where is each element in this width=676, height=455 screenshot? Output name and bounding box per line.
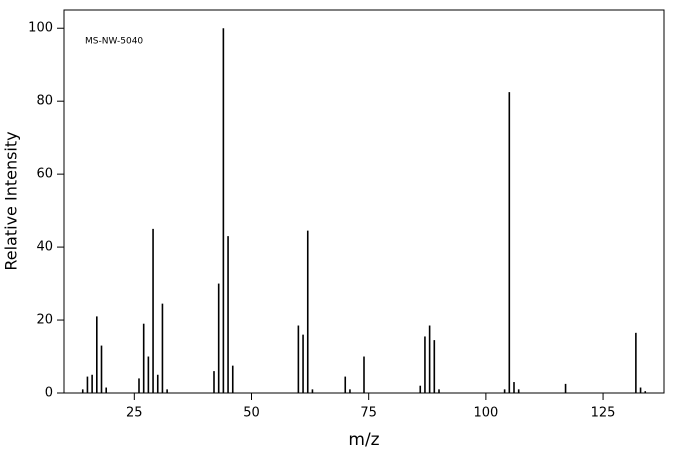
y-tick-label: 0 bbox=[45, 386, 53, 401]
x-tick-label: 75 bbox=[360, 406, 377, 421]
y-tick-label: 80 bbox=[36, 94, 53, 109]
plot-frame bbox=[63, 9, 665, 394]
x-tick-label: 100 bbox=[473, 406, 498, 421]
y-tick-label: 40 bbox=[36, 240, 53, 255]
y-axis-label: Relative Intensity bbox=[2, 131, 21, 270]
y-tick-label: 100 bbox=[28, 21, 53, 36]
annotation: MS-NW-5040 bbox=[85, 37, 143, 47]
y-tick-label: 60 bbox=[36, 167, 53, 182]
x-tick-label: 25 bbox=[126, 406, 143, 421]
x-tick-label: 50 bbox=[243, 406, 260, 421]
x-tick-label: 125 bbox=[591, 406, 616, 421]
x-axis-label: m/z bbox=[348, 430, 379, 450]
y-tick-label: 20 bbox=[36, 313, 53, 328]
